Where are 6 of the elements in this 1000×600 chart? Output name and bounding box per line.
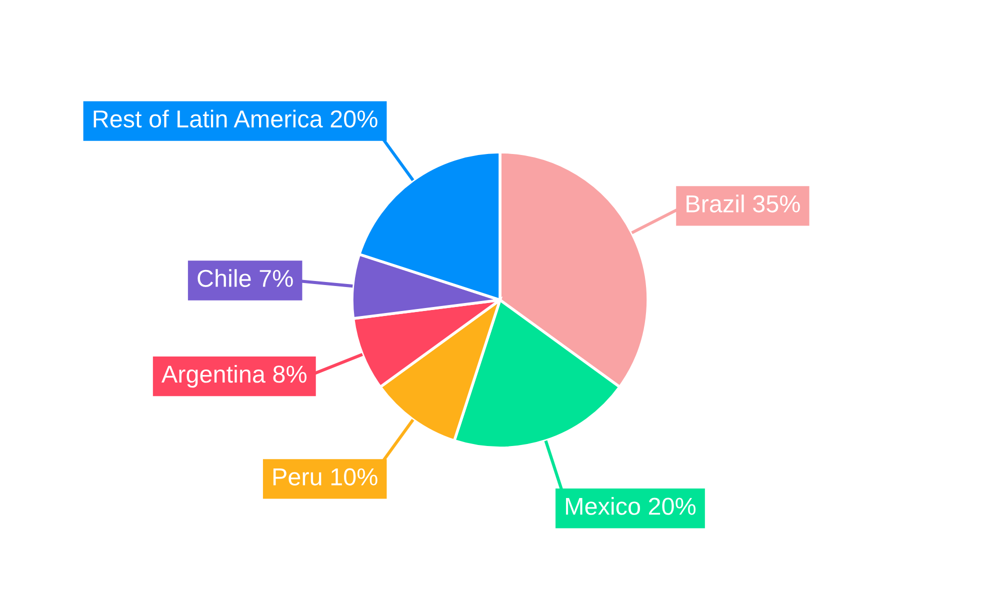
slice-label: Rest of Latin America 20% [94,110,378,128]
slice-label: Peru 10% [273,468,378,486]
slice-label: Brazil 35% [686,194,800,212]
slice-label: Mexico 20% [566,497,696,515]
slice-label: Chile 7% [198,269,293,288]
slice-label: Argentina 8% [161,364,306,388]
